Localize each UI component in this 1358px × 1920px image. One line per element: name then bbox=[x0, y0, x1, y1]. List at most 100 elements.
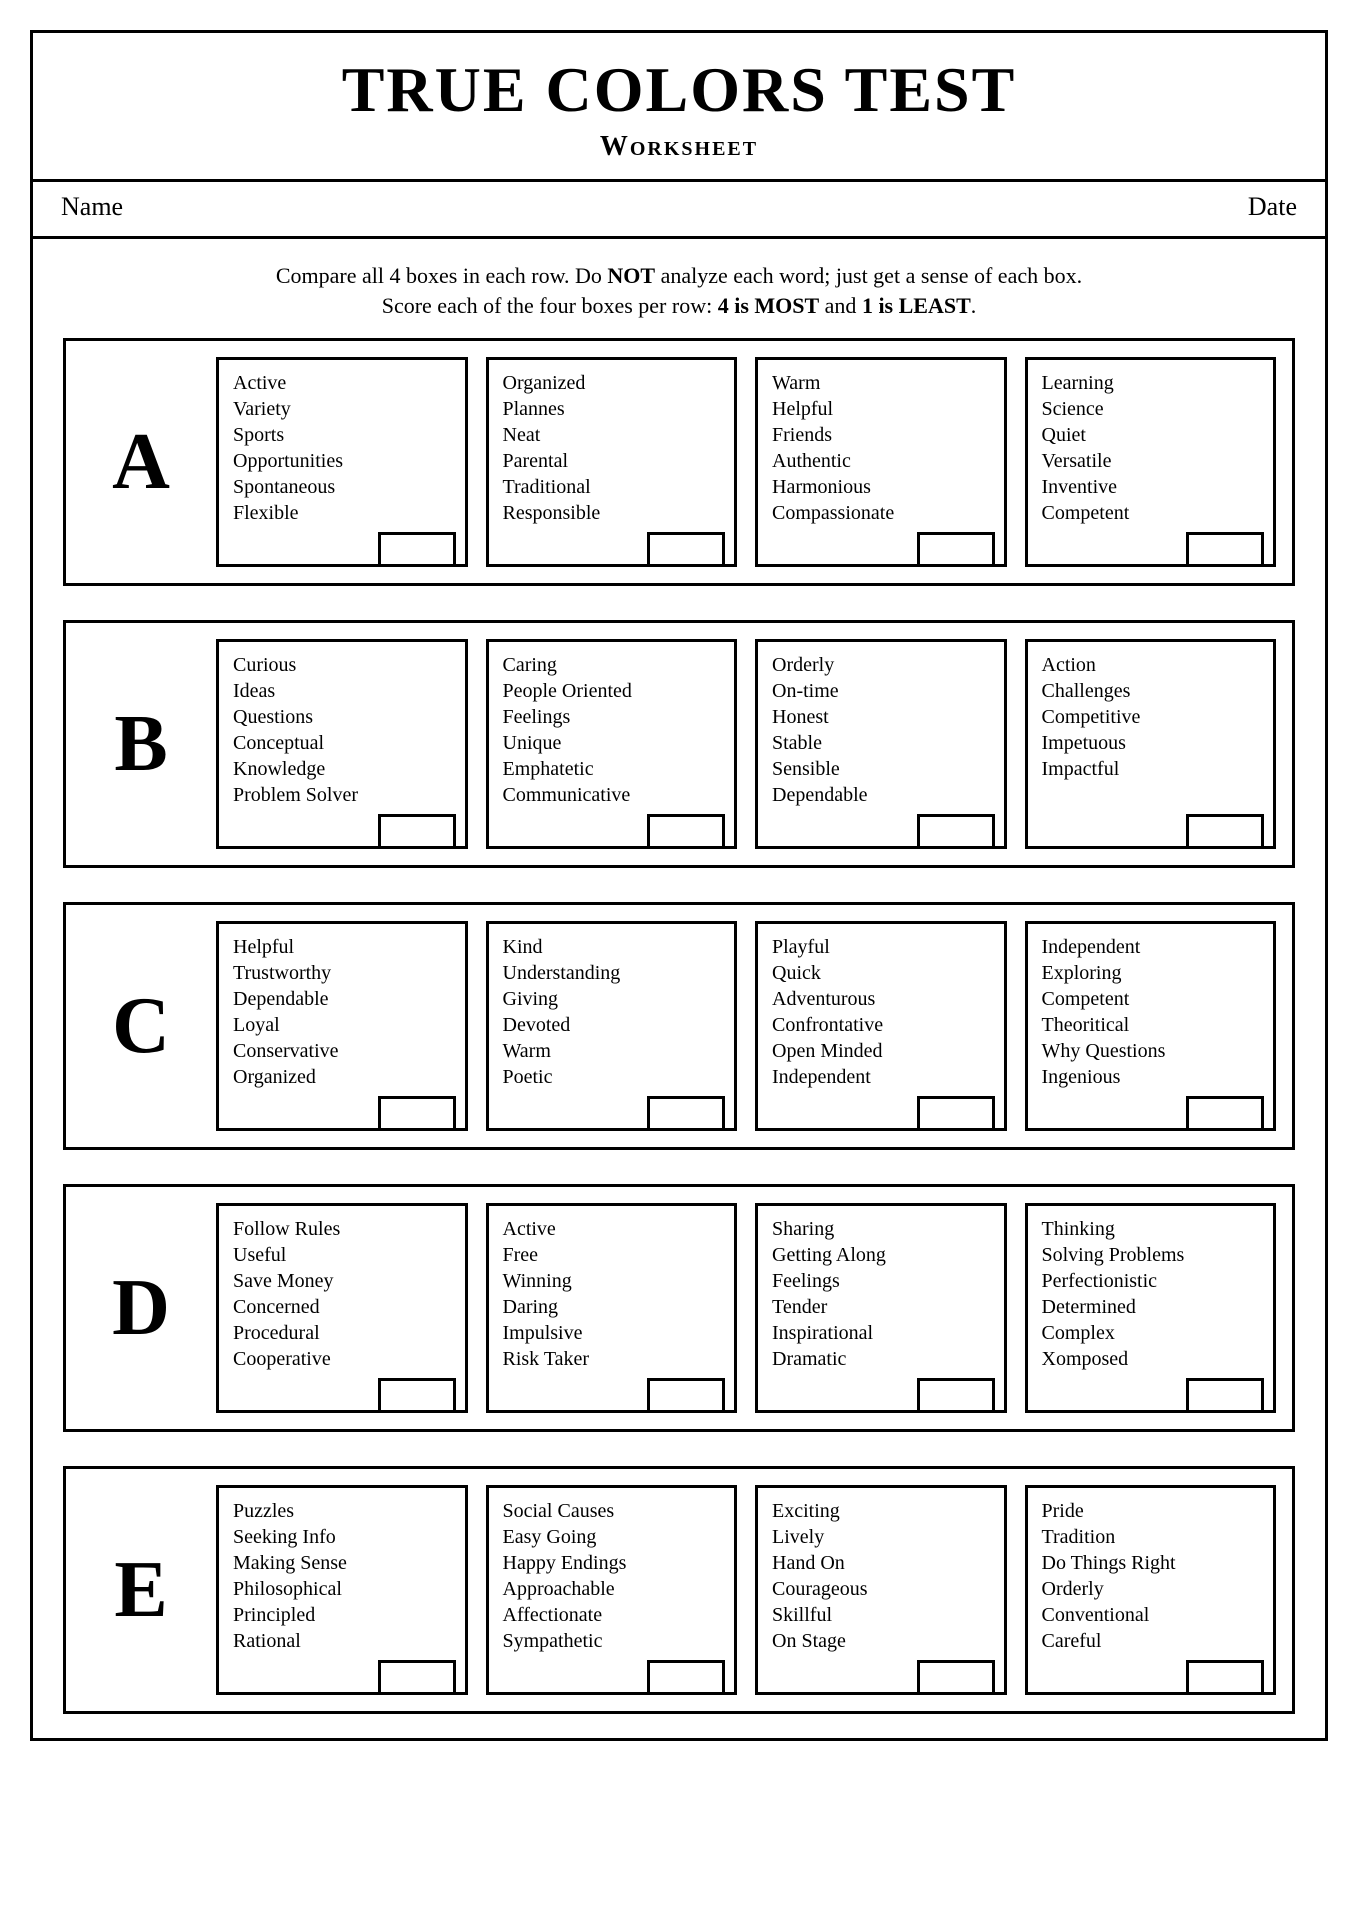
trait-word: Sensible bbox=[772, 756, 992, 782]
trait-word: Responsible bbox=[503, 500, 723, 526]
trait-word: Free bbox=[503, 1242, 723, 1268]
trait-word: Warm bbox=[503, 1038, 723, 1064]
trait-box: PuzzlesSeeking InfoMaking SensePhilosoph… bbox=[216, 1485, 468, 1695]
score-input-box[interactable] bbox=[378, 814, 456, 846]
name-label: Name bbox=[61, 192, 123, 222]
words-list: OrderlyOn-timeHonestStableSensibleDepend… bbox=[772, 652, 992, 810]
boxes-group: CuriousIdeasQuestionsConceptualKnowledge… bbox=[216, 639, 1276, 849]
trait-word: Concerned bbox=[233, 1294, 453, 1320]
trait-word: On-time bbox=[772, 678, 992, 704]
trait-word: Helpful bbox=[233, 934, 453, 960]
score-input-box[interactable] bbox=[647, 1096, 725, 1128]
instr-text: . bbox=[971, 293, 977, 318]
instr-text: analyze each word; just get a sense of e… bbox=[655, 263, 1082, 288]
score-input-box[interactable] bbox=[1186, 1378, 1264, 1410]
trait-word: Warm bbox=[772, 370, 992, 396]
trait-word: Ideas bbox=[233, 678, 453, 704]
score-input-box[interactable] bbox=[647, 1660, 725, 1692]
trait-word: Trustworthy bbox=[233, 960, 453, 986]
trait-box: LearningScienceQuietVersatileInventiveCo… bbox=[1025, 357, 1277, 567]
trait-word: Conventional bbox=[1042, 1602, 1262, 1628]
trait-word: Feelings bbox=[503, 704, 723, 730]
score-input-box[interactable] bbox=[647, 532, 725, 564]
trait-word: Inventive bbox=[1042, 474, 1262, 500]
trait-word: Tradition bbox=[1042, 1524, 1262, 1550]
score-input-box[interactable] bbox=[917, 1660, 995, 1692]
worksheet-page: TRUE COLORS TEST Worksheet Name Date Com… bbox=[30, 30, 1328, 1741]
page-title: TRUE COLORS TEST bbox=[33, 53, 1325, 127]
score-input-box[interactable] bbox=[917, 814, 995, 846]
trait-box: OrganizedPlannesNeatParentalTraditionalR… bbox=[486, 357, 738, 567]
trait-box: CuriousIdeasQuestionsConceptualKnowledge… bbox=[216, 639, 468, 849]
trait-word: Cooperative bbox=[233, 1346, 453, 1372]
trait-word: Useful bbox=[233, 1242, 453, 1268]
trait-word: Neat bbox=[503, 422, 723, 448]
words-list: HelpfulTrustworthyDependableLoyalConserv… bbox=[233, 934, 453, 1092]
score-input-box[interactable] bbox=[917, 1096, 995, 1128]
words-list: ExcitingLivelyHand OnCourageousSkillfulO… bbox=[772, 1498, 992, 1656]
score-input-box[interactable] bbox=[378, 1378, 456, 1410]
instr-bold-most: 4 is MOST bbox=[718, 293, 819, 318]
score-input-box[interactable] bbox=[917, 532, 995, 564]
trait-box: PlayfulQuickAdventurousConfrontativeOpen… bbox=[755, 921, 1007, 1131]
instructions: Compare all 4 boxes in each row. Do NOT … bbox=[33, 239, 1325, 338]
trait-word: Perfectionistic bbox=[1042, 1268, 1262, 1294]
trait-word: Questions bbox=[233, 704, 453, 730]
row-label: A bbox=[66, 357, 216, 567]
words-list: SharingGetting AlongFeelingsTenderInspir… bbox=[772, 1216, 992, 1374]
trait-word: Approachable bbox=[503, 1576, 723, 1602]
trait-word: Impactful bbox=[1042, 756, 1262, 782]
trait-box: HelpfulTrustworthyDependableLoyalConserv… bbox=[216, 921, 468, 1131]
score-input-box[interactable] bbox=[378, 1096, 456, 1128]
words-list: ActionChallengesCompetitiveImpetuousImpa… bbox=[1042, 652, 1262, 810]
page-subtitle: Worksheet bbox=[33, 131, 1325, 163]
trait-box: Social CausesEasy GoingHappy EndingsAppr… bbox=[486, 1485, 738, 1695]
trait-word: Flexible bbox=[233, 500, 453, 526]
trait-word: Honest bbox=[772, 704, 992, 730]
row-label: B bbox=[66, 639, 216, 849]
words-list: WarmHelpfulFriendsAuthenticHarmoniousCom… bbox=[772, 370, 992, 528]
trait-word: Sports bbox=[233, 422, 453, 448]
trait-word: Variety bbox=[233, 396, 453, 422]
trait-word: Devoted bbox=[503, 1012, 723, 1038]
trait-word: Follow Rules bbox=[233, 1216, 453, 1242]
date-label: Date bbox=[1248, 192, 1297, 222]
score-input-box[interactable] bbox=[1186, 532, 1264, 564]
trait-box: Follow RulesUsefulSave MoneyConcernedPro… bbox=[216, 1203, 468, 1413]
score-input-box[interactable] bbox=[647, 1378, 725, 1410]
score-input-box[interactable] bbox=[378, 1660, 456, 1692]
trait-word: On Stage bbox=[772, 1628, 992, 1654]
trait-word: Confrontative bbox=[772, 1012, 992, 1038]
score-input-box[interactable] bbox=[647, 814, 725, 846]
instr-bold-not: NOT bbox=[607, 263, 655, 288]
trait-word: Risk Taker bbox=[503, 1346, 723, 1372]
score-input-box[interactable] bbox=[1186, 1660, 1264, 1692]
trait-box: CaringPeople OrientedFeelingsUniqueEmpha… bbox=[486, 639, 738, 849]
boxes-group: PuzzlesSeeking InfoMaking SensePhilosoph… bbox=[216, 1485, 1276, 1695]
trait-word: Opportunities bbox=[233, 448, 453, 474]
score-input-box[interactable] bbox=[378, 532, 456, 564]
trait-word: Ingenious bbox=[1042, 1064, 1262, 1090]
trait-word: Knowledge bbox=[233, 756, 453, 782]
score-input-box[interactable] bbox=[917, 1378, 995, 1410]
trait-word: Curious bbox=[233, 652, 453, 678]
score-input-box[interactable] bbox=[1186, 814, 1264, 846]
trait-word: Theoritical bbox=[1042, 1012, 1262, 1038]
trait-word: Kind bbox=[503, 934, 723, 960]
trait-word: Solving Problems bbox=[1042, 1242, 1262, 1268]
trait-word: Authentic bbox=[772, 448, 992, 474]
trait-word: Active bbox=[233, 370, 453, 396]
trait-word: Harmonious bbox=[772, 474, 992, 500]
trait-word: Seeking Info bbox=[233, 1524, 453, 1550]
trait-word: Careful bbox=[1042, 1628, 1262, 1654]
trait-word: Conceptual bbox=[233, 730, 453, 756]
trait-word: Daring bbox=[503, 1294, 723, 1320]
trait-word: Understanding bbox=[503, 960, 723, 986]
trait-box: ThinkingSolving ProblemsPerfectionisticD… bbox=[1025, 1203, 1277, 1413]
score-input-box[interactable] bbox=[1186, 1096, 1264, 1128]
row-block: CHelpfulTrustworthyDependableLoyalConser… bbox=[63, 902, 1295, 1150]
trait-box: WarmHelpfulFriendsAuthenticHarmoniousCom… bbox=[755, 357, 1007, 567]
trait-word: Happy Endings bbox=[503, 1550, 723, 1576]
words-list: PuzzlesSeeking InfoMaking SensePhilosoph… bbox=[233, 1498, 453, 1656]
trait-word: Competent bbox=[1042, 986, 1262, 1012]
